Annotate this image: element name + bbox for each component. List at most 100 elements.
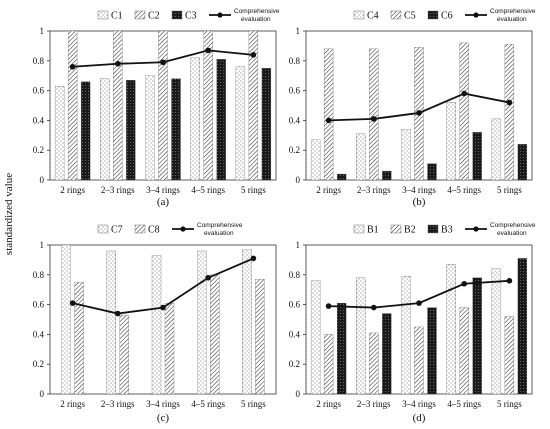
panel-c-comprehensive-point xyxy=(160,304,166,311)
panel-a-bar-c1 xyxy=(235,66,246,181)
panel-b-legend-marker xyxy=(473,12,479,18)
panel-b-bar-c4 xyxy=(491,118,502,181)
panel-b-xtick-label: 2–3 rings xyxy=(357,185,391,195)
panel-a-comprehensive-point xyxy=(250,52,257,58)
panel-b-legend-comp-line2: evaluation xyxy=(497,16,527,23)
panel-a-comprehensive-point xyxy=(205,47,211,54)
panel-d-legend-comp-line1: Comprehensive xyxy=(490,222,536,229)
panel-c-bar-c7 xyxy=(197,250,207,395)
panel-a-comprehensive-point xyxy=(160,59,166,66)
panel-b-bar-c6 xyxy=(472,132,482,181)
panel-a-legend-comp-line1: Comprehensive xyxy=(234,8,280,15)
panel-b-xtick-label: 3–4 rings xyxy=(402,185,436,195)
panel-d-comprehensive-point xyxy=(416,300,422,306)
panel-a-xtick-label: 5 rings xyxy=(241,185,266,195)
panel-d-legend-comp-line2: evaluation xyxy=(497,230,527,237)
panel-a-ytick-label: 0.4 xyxy=(33,115,45,125)
panel-c-ytick-label: 0.6 xyxy=(33,300,45,310)
panel-d-bar-b1 xyxy=(310,280,321,395)
panel-d-comprehensive-point xyxy=(506,277,513,284)
panel-a-bar-c1 xyxy=(100,78,110,181)
panel-b-ytick-label: 0.8 xyxy=(289,56,301,66)
panel-b-bar-c4 xyxy=(446,102,456,181)
panel-c-ytick-label: 0 xyxy=(40,389,45,399)
panel-c-xtick-label: 3–4 rings xyxy=(146,399,180,409)
panel-d-ytick-label: 0 xyxy=(296,389,301,399)
panel-b-ytick-label: 0.4 xyxy=(289,115,301,125)
panel-a-bar-c2 xyxy=(158,30,168,181)
panel-a-xtick-label: 3–4 rings xyxy=(146,185,180,195)
panel-d-bar-b3 xyxy=(427,307,437,395)
panel-d-comprehensive-point xyxy=(325,303,332,309)
panel-d-bar-b1 xyxy=(401,276,411,395)
panel-d-legend-swatch-b3 xyxy=(427,224,439,234)
panel-c-bar-c8 xyxy=(255,279,265,395)
panel-d-bar-b1 xyxy=(446,264,456,395)
panel-b-ytick-label: 1 xyxy=(296,26,301,36)
panel-d-legend-marker xyxy=(473,226,479,232)
panel-a-bar-c2 xyxy=(248,30,259,181)
panel-b-legend-label-c4: C4 xyxy=(367,11,379,22)
panel-b-bar-c5 xyxy=(323,48,334,181)
panel-d-bar-b2 xyxy=(504,316,515,395)
panel-a-bar-c3 xyxy=(216,59,226,181)
panel-c-legend-label-c7: C7 xyxy=(111,225,123,236)
panel-d-ytick-label: 1 xyxy=(296,240,301,250)
panel-c-bar-c8 xyxy=(119,314,129,395)
panel-a-bar-c1 xyxy=(145,75,155,181)
panel-a-ytick-label: 0.2 xyxy=(33,145,44,155)
panel-d-bar-b1 xyxy=(491,268,502,395)
panel-c-comprehensive-point xyxy=(69,300,76,306)
panel-c-bar-c7 xyxy=(242,249,252,395)
panel-d-legend-label-b1: B1 xyxy=(367,225,379,236)
panel-b-bar-c6 xyxy=(517,144,528,181)
panel-b-ytick-label: 0 xyxy=(296,175,301,185)
panel-d-xtick-label: 2–3 rings xyxy=(357,399,391,409)
panel-a-bar-c1 xyxy=(190,57,200,181)
panel-d-ytick-label: 0.4 xyxy=(289,329,301,339)
panel-c-ytick-label: 0.2 xyxy=(33,359,44,369)
panel-a-legend-swatch-c3 xyxy=(171,10,183,20)
panel-c-legend-marker xyxy=(180,226,186,232)
panel-c-ytick-label: 0.4 xyxy=(33,329,45,339)
panel-b-xtick-label: 4–5 rings xyxy=(447,185,481,195)
panel-a-bar-c3 xyxy=(171,78,181,181)
panel-c-comprehensive-point xyxy=(250,255,257,262)
panel-d-xtick-label: 3–4 rings xyxy=(402,399,436,409)
panel-d-ytick-label: 0.8 xyxy=(289,270,301,280)
panel-c-bar-c7 xyxy=(151,255,162,395)
panel-b-legend-swatch-c6 xyxy=(427,10,439,20)
panel-c-frame xyxy=(49,244,277,395)
panel-a-legend-swatch-c1 xyxy=(97,10,109,20)
panel-c-bar-c8 xyxy=(210,274,220,395)
panel-d-legend-swatch-b2 xyxy=(390,224,402,234)
panel-a-comprehensive-point xyxy=(115,60,121,67)
panel-a-ytick-label: 0 xyxy=(40,175,45,185)
panel-c-xtick-label: 2–3 rings xyxy=(101,399,135,409)
panel-b-legend-swatch-c4 xyxy=(353,10,365,20)
panel-c-bar-c7 xyxy=(61,244,71,395)
panel-b-legend-comp-line1: Comprehensive xyxy=(490,8,536,15)
panel-d-legend-label-b3: B3 xyxy=(441,225,453,236)
panel-a-ytick-label: 0.6 xyxy=(33,86,45,96)
panel-b-bar-c4 xyxy=(401,129,411,181)
panel-c-ytick-label: 1 xyxy=(40,240,45,250)
panel-a-xtick-label: 2–3 rings xyxy=(101,185,135,195)
panel-d-comprehensive-point xyxy=(461,280,468,287)
panel-d-bar-b3 xyxy=(517,258,528,395)
panel-a-comprehensive-point xyxy=(69,63,76,70)
panel-a-ytick-label: 1 xyxy=(40,26,45,36)
panel-d-caption: (d) xyxy=(413,412,426,424)
panel-c-comprehensive-point xyxy=(205,274,211,281)
panel-d-ytick-label: 0.2 xyxy=(289,359,300,369)
panel-b-bar-c5 xyxy=(504,44,515,181)
panel-c-xtick-label: 4–5 rings xyxy=(191,399,225,409)
panel-a-bar-c2 xyxy=(67,30,78,181)
panel-b-comprehensive-point xyxy=(506,99,513,106)
y-axis-label: standardized value xyxy=(3,173,15,255)
panel-c-caption: (c) xyxy=(157,412,170,424)
panel-b-legend-label-c5: C5 xyxy=(404,11,416,22)
panel-d-bar-b2 xyxy=(369,332,379,395)
panel-c-bar-c8 xyxy=(164,302,175,395)
